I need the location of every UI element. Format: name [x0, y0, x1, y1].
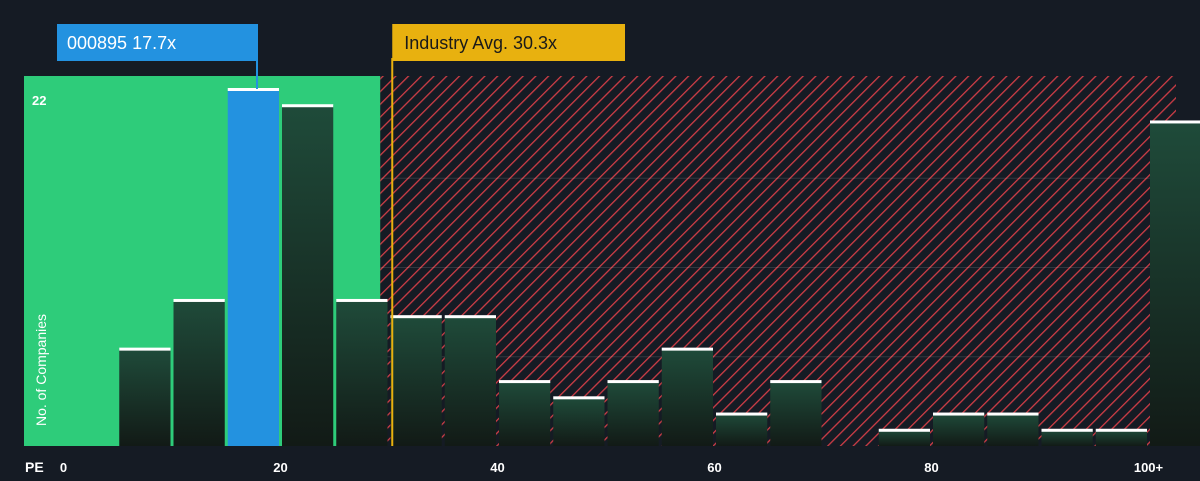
histogram-bar	[444, 316, 496, 446]
histogram-bar	[1150, 121, 1200, 447]
bar-top-cap	[607, 380, 659, 384]
x-tick-label: 60	[707, 460, 721, 475]
histogram-bar	[1041, 429, 1093, 446]
histogram-bar	[553, 397, 605, 446]
histogram-bar	[661, 348, 713, 446]
bar-top-cap	[1095, 428, 1147, 432]
bar-top-cap	[1041, 428, 1093, 432]
industry-average-label-box	[392, 24, 625, 61]
bar-top-cap	[1150, 120, 1200, 124]
bar-top-cap	[770, 380, 822, 384]
x-tick-label: 80	[924, 460, 938, 475]
histogram-bar	[119, 348, 171, 446]
histogram-bar	[607, 381, 659, 446]
bar-top-cap	[553, 396, 605, 400]
company-label: 000895 17.7x	[67, 33, 176, 53]
histogram-bar	[173, 299, 225, 446]
bar-top-cap	[227, 88, 279, 91]
x-tick-label: 0	[60, 460, 67, 475]
y-tick-label: 22	[32, 93, 46, 108]
x-tick-label: 40	[490, 460, 504, 475]
x-axis-title: PE	[25, 459, 44, 475]
industry-average-label: Industry Avg. 30.3x	[404, 33, 557, 53]
histogram-bar	[390, 316, 442, 446]
y-axis-title: No. of Companies	[33, 314, 49, 426]
bar-top-cap	[661, 347, 713, 351]
company-label-box	[57, 24, 258, 61]
histogram-bar	[499, 381, 551, 446]
histogram-bar	[987, 413, 1039, 446]
bar-top-cap	[987, 412, 1039, 416]
bar-top-cap	[933, 412, 985, 416]
bar-top-cap	[282, 104, 334, 108]
bar-top-cap	[444, 315, 496, 319]
histogram-bar	[1095, 429, 1147, 446]
histogram-bar	[933, 413, 985, 446]
bar-top-cap	[119, 347, 171, 351]
histogram-bar	[282, 105, 334, 447]
x-tick-label: 20	[273, 460, 287, 475]
x-tick-label: 100+	[1134, 460, 1164, 475]
company-bar	[227, 89, 279, 446]
bar-top-cap	[499, 380, 551, 384]
histogram-bar	[336, 299, 388, 446]
bar-top-cap	[878, 428, 930, 432]
bar-top-cap	[336, 298, 388, 302]
bar-top-cap	[390, 315, 442, 319]
bar-top-cap	[173, 298, 225, 302]
bar-top-cap	[716, 412, 768, 416]
histogram-bar	[770, 381, 822, 446]
histogram-bar	[716, 413, 768, 446]
histogram-bar	[878, 429, 930, 446]
